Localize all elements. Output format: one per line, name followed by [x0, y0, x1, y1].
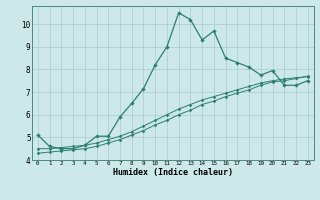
X-axis label: Humidex (Indice chaleur): Humidex (Indice chaleur)	[113, 168, 233, 177]
